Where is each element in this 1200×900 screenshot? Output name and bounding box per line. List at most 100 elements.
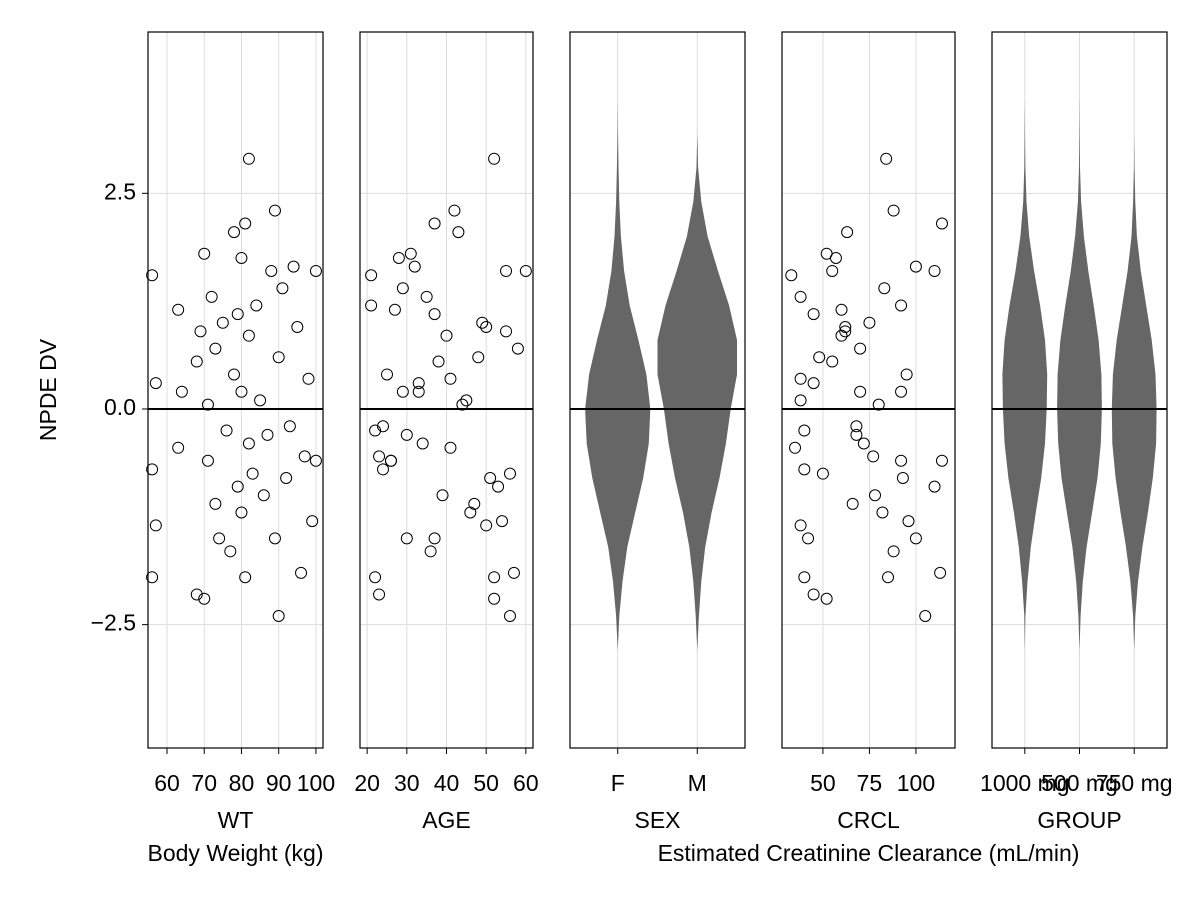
- point: [841, 226, 854, 239]
- point: [392, 252, 405, 265]
- point: [242, 437, 255, 450]
- point: [919, 610, 932, 623]
- point: [488, 592, 501, 605]
- point: [850, 428, 863, 441]
- x-tick-label: 20: [354, 770, 380, 796]
- point: [213, 532, 226, 545]
- point: [880, 152, 893, 165]
- point: [254, 394, 267, 407]
- point: [488, 152, 501, 165]
- point: [190, 588, 203, 601]
- point: [444, 441, 457, 454]
- point: [480, 321, 493, 334]
- x-tick-label: 30: [394, 770, 420, 796]
- point: [869, 489, 882, 502]
- point: [867, 450, 880, 463]
- point: [887, 204, 900, 217]
- point: [201, 398, 214, 411]
- point: [492, 480, 505, 493]
- point: [424, 545, 437, 558]
- point: [464, 506, 477, 519]
- point: [369, 571, 382, 584]
- point: [228, 368, 241, 381]
- x-axis-label: GROUP: [1037, 807, 1121, 833]
- point: [816, 467, 829, 480]
- point: [935, 454, 948, 467]
- x-tick-label: 90: [266, 770, 292, 796]
- point: [377, 463, 390, 476]
- point: [456, 398, 469, 411]
- point: [460, 394, 473, 407]
- point: [500, 325, 513, 338]
- point: [235, 506, 248, 519]
- point: [900, 368, 913, 381]
- point: [480, 519, 493, 532]
- point: [198, 247, 211, 260]
- point: [484, 471, 497, 484]
- point: [291, 321, 304, 334]
- point: [239, 571, 252, 584]
- point: [384, 454, 397, 467]
- point: [412, 385, 425, 398]
- point: [794, 394, 807, 407]
- point: [224, 545, 237, 558]
- x-tick-label: 50: [810, 770, 836, 796]
- point: [909, 260, 922, 273]
- panel-frame: [781, 31, 956, 749]
- point: [205, 290, 218, 303]
- point: [416, 437, 429, 450]
- y-tick-label: 2.5: [104, 178, 136, 204]
- x-axis-label: SEX: [634, 807, 680, 833]
- y-tick-label: 0.0: [104, 394, 136, 420]
- point: [309, 264, 322, 277]
- panel-frame: [147, 31, 324, 749]
- point: [172, 303, 185, 316]
- point: [172, 441, 185, 454]
- point: [807, 377, 820, 390]
- point: [436, 489, 449, 502]
- point: [396, 282, 409, 295]
- point: [265, 264, 278, 277]
- point: [500, 264, 513, 277]
- point: [239, 217, 252, 230]
- point: [428, 217, 441, 230]
- point: [420, 290, 433, 303]
- point: [231, 480, 244, 493]
- point: [400, 428, 413, 441]
- point: [257, 489, 270, 502]
- point: [902, 515, 915, 528]
- point: [388, 303, 401, 316]
- point: [440, 329, 453, 342]
- point: [268, 204, 281, 217]
- point: [798, 571, 811, 584]
- point: [298, 450, 311, 463]
- point: [896, 471, 909, 484]
- point: [887, 545, 900, 558]
- x-tick-label: 1000 mg: [980, 770, 1070, 796]
- point: [231, 308, 244, 321]
- point: [268, 532, 281, 545]
- point: [895, 299, 908, 312]
- point: [373, 450, 386, 463]
- point: [287, 260, 300, 273]
- x-tick-label: 60: [513, 770, 539, 796]
- point: [876, 506, 889, 519]
- point: [272, 351, 285, 364]
- point: [235, 252, 248, 265]
- point: [412, 377, 425, 390]
- point: [496, 515, 509, 528]
- point: [190, 355, 203, 368]
- point: [250, 299, 263, 312]
- point: [854, 342, 867, 355]
- point: [400, 532, 413, 545]
- x-axis-label: CRCL: [837, 807, 900, 833]
- point: [854, 385, 867, 398]
- point: [928, 264, 941, 277]
- point: [503, 467, 516, 480]
- point: [807, 588, 820, 601]
- point: [829, 252, 842, 265]
- point: [835, 303, 848, 316]
- panel-frame: [569, 31, 746, 749]
- point: [216, 316, 229, 329]
